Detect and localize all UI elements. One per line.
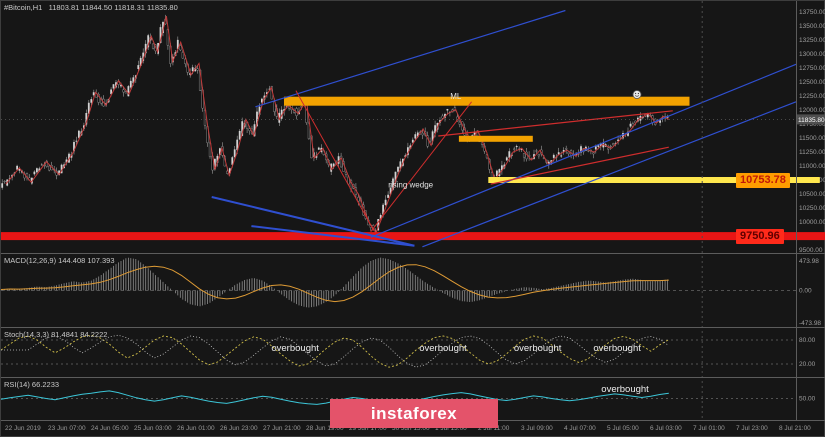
time-axis-label: 22 Jun 2019 (5, 425, 41, 432)
candle-wicks (1, 14, 668, 236)
time-axis-label: 26 Jun 23:00 (220, 425, 258, 432)
overbought-label: overbought (271, 343, 319, 354)
overbought-label: overbought (601, 384, 649, 395)
price-tick-label: 10000.00 (799, 219, 825, 226)
price-tick-label: 12000.00 (799, 107, 825, 114)
time-axis-label: 4 Jul 07:00 (564, 425, 596, 432)
red-trendline[interactable] (438, 110, 673, 137)
bear-candles (3, 18, 667, 231)
blue-trendline[interactable] (211, 196, 415, 247)
time-axis-label: 6 Jul 03:00 (650, 425, 682, 432)
price-tick-label: 13750.00 (799, 9, 825, 16)
time-axis-label: 7 Jul 01:00 (693, 425, 725, 432)
stoch-indicator-label: Stoch(14,3,3) 81.4841 84.2222 (4, 330, 108, 339)
price-axis[interactable]: 13750.00 13500.00 13250.00 13000.00 12750.00… (799, 9, 825, 254)
price-tick-label: 12250.00 (799, 93, 825, 100)
time-axis-label: 7 Jul 23:00 (736, 425, 768, 432)
time-axis-label: 28 Jun 19:00 (306, 425, 344, 432)
time-axis-label: 26 Jun 01:00 (177, 425, 215, 432)
price-tick-label: 11500.00 (799, 135, 825, 142)
price-tick-label: 13500.00 (799, 23, 825, 30)
stoch-axis-label: 20.00 (799, 361, 816, 368)
time-axis-label: 25 Jun 03:00 (134, 425, 172, 432)
macd-axis-label: -473.98 (799, 320, 821, 327)
blue-trendline[interactable] (255, 9, 566, 108)
price-tick-label: 10250.00 (799, 205, 825, 212)
red-trendline[interactable] (295, 90, 375, 231)
minor-resistance-band[interactable] (458, 135, 533, 142)
time-axis-label: 1 Jul 13:00 (435, 425, 467, 432)
blue-trendline[interactable] (370, 63, 797, 238)
resistance-zone-band[interactable] (284, 96, 690, 106)
overbought-label: overbought (593, 343, 641, 354)
support-level-band[interactable] (488, 177, 820, 183)
annotation-ML: ML (450, 92, 462, 101)
time-axis-label: 29 Jun 17:00 (349, 425, 387, 432)
current-price-tag (796, 114, 825, 125)
stoch-axis-label: 80.00 (799, 337, 816, 344)
price-tick-label: 10500.00 (799, 191, 825, 198)
macd-axis-label: 473.98 (799, 258, 819, 265)
symbol-info-label: #Bitcoin,H1 11803.81 11844.50 11818.31 1… (4, 3, 178, 12)
time-axis-label: 5 Jul 05:00 (607, 425, 639, 432)
red-trendline[interactable] (370, 101, 472, 233)
time-axis-label: 24 Jun 05:00 (91, 425, 129, 432)
smiley-marker-icon[interactable] (632, 90, 642, 99)
price-tick-label: 13000.00 (799, 51, 825, 58)
blue-trendline[interactable] (422, 101, 797, 248)
rsi-axis-label: 50.00 (799, 396, 816, 403)
price-tick-label: 12750.00 (799, 65, 825, 72)
time-axis-label: 27 Jun 21:00 (263, 425, 301, 432)
ma-line (5, 15, 670, 234)
red-level-price-label: 9750.96 (736, 229, 784, 244)
macd-signal-line (1, 264, 669, 303)
rsi-indicator-label: RSI(14) 66.2233 (4, 380, 60, 389)
time-axis-label: 30 Jun 15:00 (392, 425, 430, 432)
price-tick-label: 11000.00 (799, 163, 825, 170)
price-tick-label: 9500.00 (799, 247, 823, 254)
red-trendline[interactable] (490, 146, 669, 185)
time-axis-label: 3 Jul 09:00 (521, 425, 553, 432)
macd-axis-label: 0.00 (799, 288, 812, 295)
instaforex-watermark: instaforex (330, 399, 498, 428)
price-tick-label: 11750.00 (799, 121, 825, 128)
macd-histogram (1, 257, 668, 308)
time-axis-label: 8 Jul 21:00 (779, 425, 811, 432)
stoch-main-line (1, 334, 670, 368)
current-price-value: 11835.80 (798, 117, 825, 124)
major-support-band[interactable] (1, 232, 825, 241)
blue-trendline[interactable] (251, 225, 415, 247)
time-axis[interactable]: 22 Jun 2019 23 Jun 07:00 24 Jun 05:00 25 Ju… (1, 421, 811, 437)
yellow-level-price-label: 10753.78 (736, 173, 790, 188)
macd-indicator-label: MACD(12,26,9) 144.408 107.393 (4, 256, 115, 265)
price-tick-label: 12500.00 (799, 79, 825, 86)
overbought-label: overbought (419, 343, 467, 354)
time-axis-label: 23 Jun 07:00 (48, 425, 86, 432)
overbought-label: overbought (513, 343, 562, 354)
annotation-rising-wedge: rising wedge (388, 181, 433, 190)
bull-candles (1, 22, 669, 236)
price-tick-label: 11250.00 (799, 149, 825, 156)
time-axis-label: 2 Jul 11:00 (478, 425, 510, 432)
price-tick-label: 13250.00 (799, 37, 825, 44)
